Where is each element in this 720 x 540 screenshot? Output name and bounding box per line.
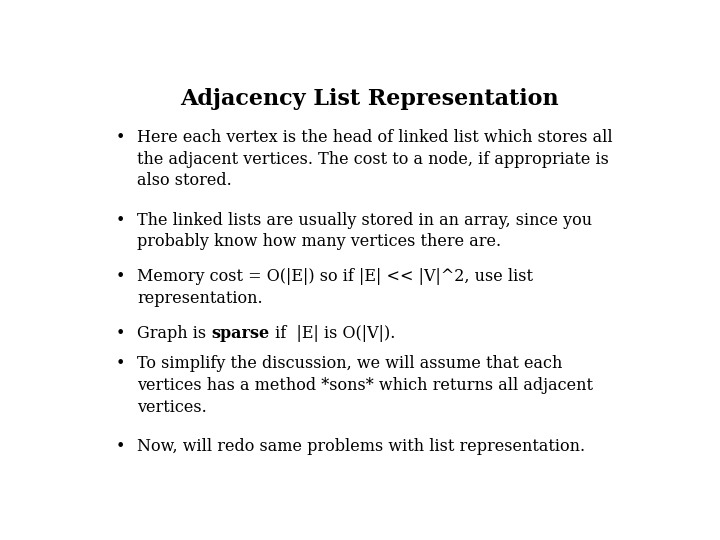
Text: •: • (116, 268, 125, 285)
Text: •: • (116, 355, 125, 373)
Text: To simplify the discussion, we will assume that each
vertices has a method *sons: To simplify the discussion, we will assu… (138, 355, 593, 416)
Text: Graph is: Graph is (138, 325, 212, 342)
Text: if  |E| is O(|V|).: if |E| is O(|V|). (270, 325, 395, 342)
Text: •: • (116, 212, 125, 228)
Text: Adjacency List Representation: Adjacency List Representation (180, 87, 558, 110)
Text: Memory cost = O(|E|) so if |E| << |V|^2, use list
representation.: Memory cost = O(|E|) so if |E| << |V|^2,… (138, 268, 534, 307)
Text: Now, will redo same problems with list representation.: Now, will redo same problems with list r… (138, 438, 585, 455)
Text: •: • (116, 438, 125, 455)
Text: The linked lists are usually stored in an array, since you
probably know how man: The linked lists are usually stored in a… (138, 212, 593, 250)
Text: sparse: sparse (212, 325, 270, 342)
Text: •: • (116, 129, 125, 146)
Text: •: • (116, 325, 125, 342)
Text: Here each vertex is the head of linked list which stores all
the adjacent vertic: Here each vertex is the head of linked l… (138, 129, 613, 190)
